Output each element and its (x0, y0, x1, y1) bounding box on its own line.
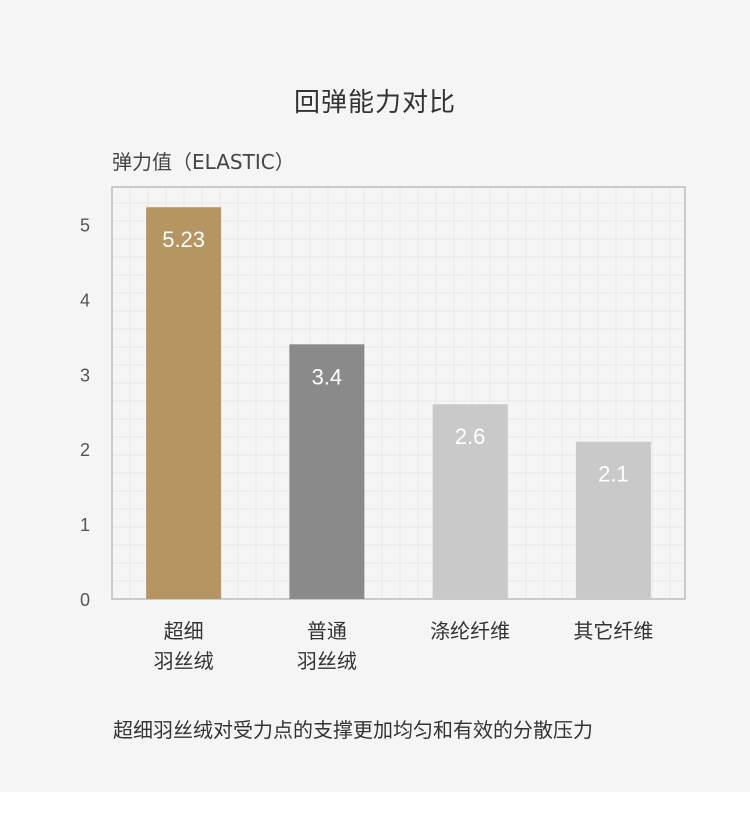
chart-panel (0, 0, 750, 792)
x-tick-label: 超细 (164, 619, 204, 643)
x-tick-label: 羽丝绒 (154, 649, 214, 673)
y-tick-label: 5 (80, 215, 90, 235)
bar-value-label: 2.6 (455, 424, 486, 449)
bar-value-label: 2.1 (598, 462, 629, 487)
bar (575, 441, 651, 599)
bar-value-label: 5.23 (162, 227, 205, 252)
y-tick-label: 1 (80, 515, 90, 535)
bar (432, 404, 508, 599)
y-tick-label: 2 (80, 440, 90, 460)
bar (146, 207, 222, 599)
x-tick-label: 涤纶纤维 (430, 619, 510, 643)
x-tick-label: 其它纤维 (573, 619, 653, 643)
y-tick-label: 4 (80, 290, 90, 310)
x-tick-label: 羽丝绒 (297, 649, 357, 673)
page-title: 回弹能力对比 (293, 88, 456, 118)
bar (289, 344, 365, 599)
y-tick-label: 3 (80, 365, 90, 385)
y-tick-label: 0 (80, 590, 90, 610)
x-tick-label: 普通 (307, 619, 347, 643)
plot-frame (111, 186, 686, 600)
bar-value-label: 3.4 (312, 364, 343, 389)
caption: 超细羽丝绒对受力点的支撑更加均匀和有效的分散压力 (113, 718, 593, 742)
y-axis-label: 弹力值（ELASTIC） (112, 150, 295, 174)
bars: 5.23 3.4 2.6 2.1 (146, 207, 651, 599)
y-tick-labels: 0 1 2 3 4 5 (80, 215, 90, 610)
